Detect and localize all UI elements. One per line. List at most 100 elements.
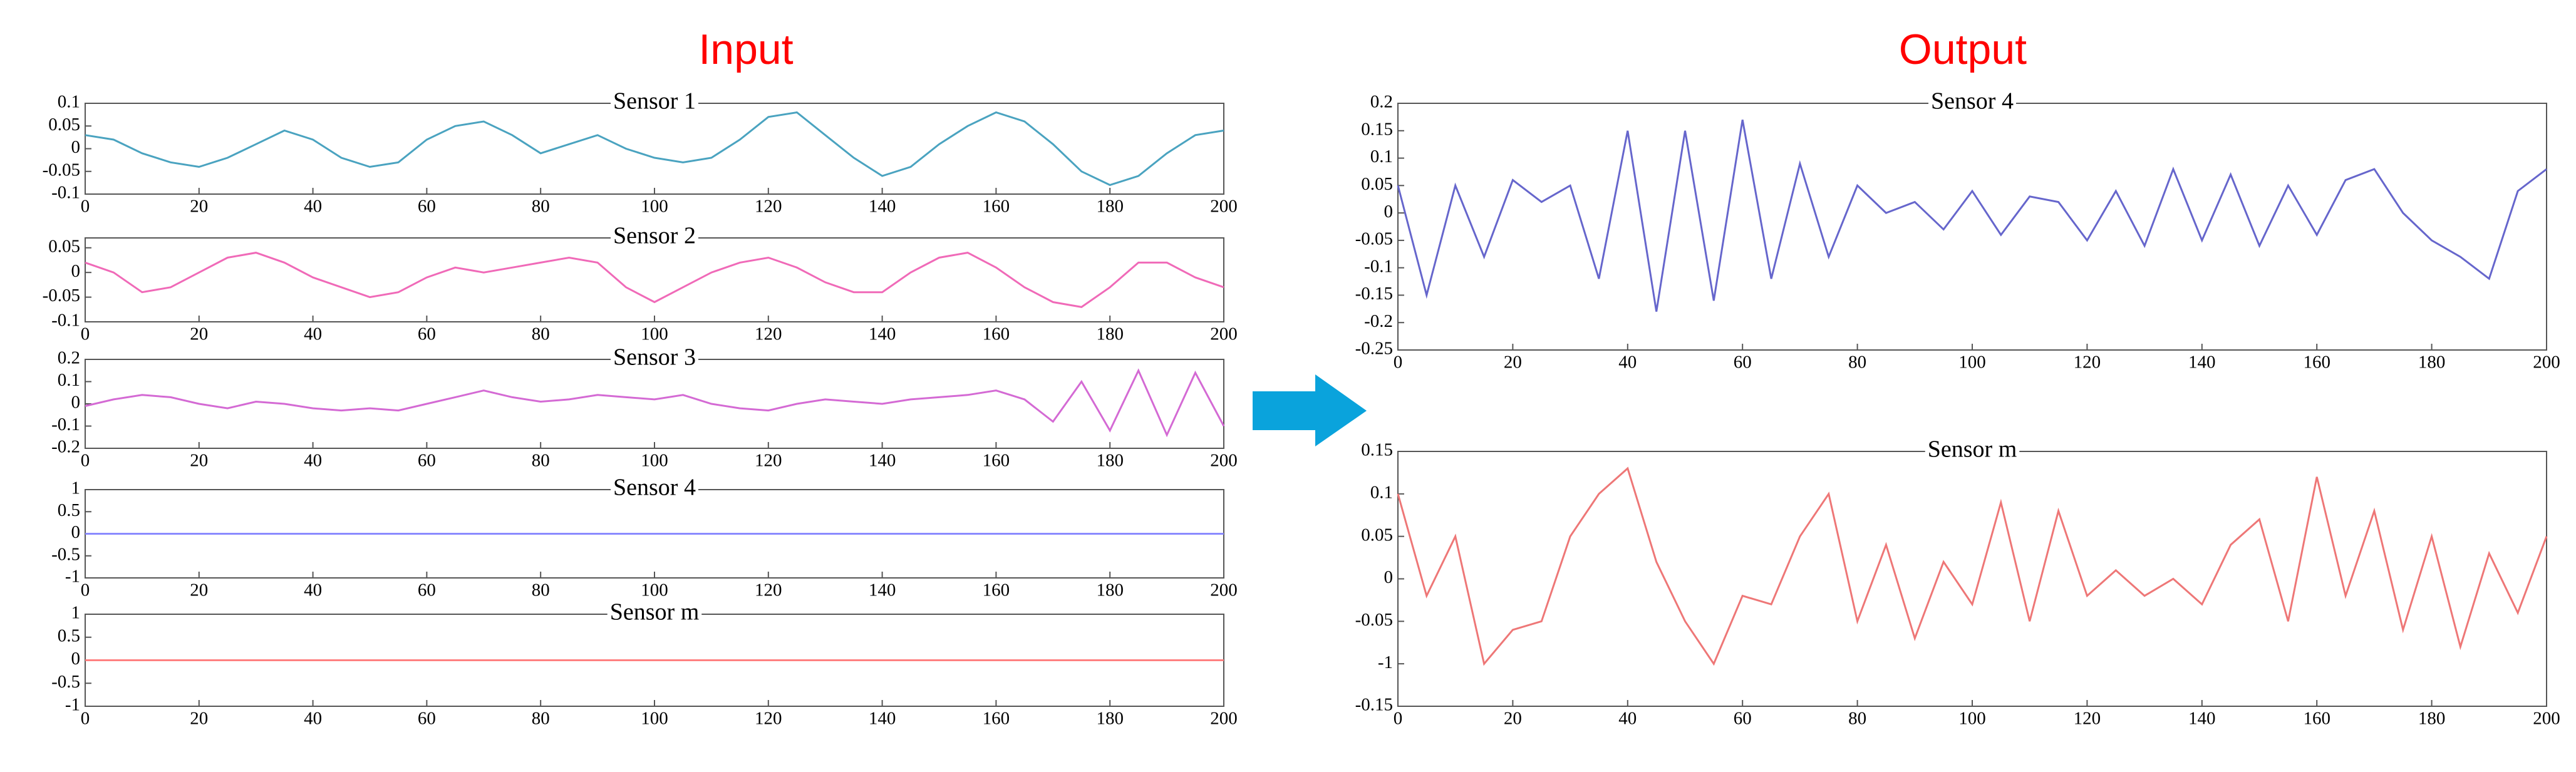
- x-tick-label: 200: [2533, 353, 2560, 373]
- y-tick-label: 0.1: [58, 92, 80, 112]
- chart-title: Sensor 4: [1931, 88, 2014, 115]
- x-tick-label: 120: [755, 709, 782, 729]
- title-background: [611, 88, 698, 115]
- y-tick-label: -1: [1378, 652, 1393, 672]
- signal-line: [85, 368, 1225, 438]
- chart-title: Sensor 1: [613, 88, 696, 115]
- x-tick-label: 40: [1618, 353, 1637, 373]
- title-background: [611, 474, 698, 501]
- title-background: [611, 344, 698, 371]
- x-tick-label: 160: [983, 197, 1010, 217]
- x-tick-label: 160: [2303, 353, 2330, 373]
- input-header: Input: [698, 26, 793, 73]
- y-tick-label: -0.2: [1364, 311, 1393, 331]
- x-tick-label: 200: [1210, 197, 1238, 217]
- x-tick-label: 100: [1958, 353, 1986, 373]
- x-tick-label: 40: [304, 324, 322, 344]
- x-tick-label: 60: [418, 451, 436, 471]
- x-tick-label: 40: [304, 709, 322, 729]
- chart-title: Sensor 4: [613, 475, 696, 501]
- x-tick-label: 120: [755, 451, 782, 471]
- x-tick-label: 0: [81, 580, 90, 600]
- x-tick-label: 160: [983, 709, 1010, 729]
- x-tick-label: 180: [1096, 451, 1124, 471]
- x-tick-label: 120: [755, 197, 782, 217]
- y-tick-label: 1: [71, 603, 81, 623]
- y-tick-label: -0.05: [43, 286, 80, 306]
- y-tick-label: -0.15: [1355, 695, 1393, 715]
- y-tick-label: 0.15: [1361, 440, 1393, 460]
- y-tick-label: 0.05: [48, 236, 80, 256]
- x-tick-label: 160: [983, 580, 1010, 600]
- x-tick-label: 180: [1096, 580, 1124, 600]
- x-tick-label: 200: [1210, 709, 1238, 729]
- y-tick-label: -1: [65, 567, 80, 587]
- title-background: [1928, 88, 2016, 115]
- x-tick-label: 40: [304, 580, 322, 600]
- x-tick-label: 200: [1210, 580, 1238, 600]
- y-tick-label: 0: [71, 393, 81, 413]
- x-tick-label: 60: [1734, 709, 1752, 729]
- x-tick-label: 80: [1848, 709, 1866, 729]
- x-tick-label: 20: [190, 709, 208, 729]
- output-header: Output: [1899, 26, 2027, 73]
- x-tick-label: 160: [983, 451, 1010, 471]
- y-tick-label: -0.1: [51, 311, 80, 331]
- x-tick-label: 180: [2418, 353, 2446, 373]
- x-tick-label: 120: [755, 324, 782, 344]
- x-tick-label: 120: [2074, 709, 2101, 729]
- x-tick-label: 140: [2188, 353, 2216, 373]
- x-tick-label: 100: [641, 197, 668, 217]
- x-tick-label: 180: [2418, 709, 2446, 729]
- x-tick-label: 100: [641, 580, 668, 600]
- x-tick-label: 140: [869, 580, 896, 600]
- chart-title: Sensor 2: [613, 223, 696, 249]
- x-tick-label: 20: [190, 451, 208, 471]
- x-tick-label: 40: [1618, 709, 1637, 729]
- y-tick-label: -0.05: [1355, 229, 1393, 249]
- x-tick-label: 180: [1096, 197, 1124, 217]
- x-tick-label: 160: [983, 324, 1010, 344]
- y-tick-label: 0: [71, 649, 81, 669]
- y-tick-label: -0.05: [1355, 610, 1393, 630]
- x-tick-label: 100: [1958, 709, 1986, 729]
- title-background: [611, 222, 698, 249]
- arrow: [1253, 374, 1367, 446]
- y-tick-label: 0: [71, 137, 81, 157]
- x-tick-label: 40: [304, 197, 322, 217]
- x-tick-label: 160: [2303, 709, 2330, 729]
- x-tick-label: 20: [1504, 353, 1522, 373]
- y-tick-label: -0.1: [51, 183, 80, 203]
- x-tick-label: 140: [869, 709, 896, 729]
- x-tick-label: 200: [1210, 324, 1238, 344]
- x-tick-label: 60: [418, 197, 436, 217]
- x-tick-label: 20: [190, 324, 208, 344]
- x-tick-label: 60: [418, 709, 436, 729]
- y-tick-label: 0.5: [58, 625, 80, 646]
- x-tick-label: 0: [81, 324, 90, 344]
- x-tick-label: 180: [1096, 709, 1124, 729]
- x-tick-label: 100: [641, 451, 668, 471]
- y-tick-label: -0.1: [1364, 256, 1393, 276]
- y-tick-label: -0.25: [1355, 339, 1393, 359]
- x-tick-label: 140: [869, 451, 896, 471]
- x-tick-label: 200: [1210, 451, 1238, 471]
- y-tick-label: -0.5: [51, 672, 80, 692]
- y-tick-label: 0.1: [58, 370, 80, 390]
- x-tick-label: 40: [304, 451, 322, 471]
- x-tick-label: 60: [418, 324, 436, 344]
- x-tick-label: 80: [532, 324, 550, 344]
- y-tick-label: 0.15: [1361, 119, 1393, 139]
- y-tick-label: 0.05: [1361, 174, 1393, 194]
- title-background: [607, 599, 702, 625]
- x-tick-label: 20: [1504, 709, 1522, 729]
- y-tick-label: 0: [71, 522, 81, 542]
- y-tick-label: 0.2: [58, 348, 80, 368]
- y-tick-label: 0.1: [1370, 482, 1393, 502]
- y-tick-label: 0.1: [1370, 147, 1393, 167]
- x-tick-label: 120: [2074, 353, 2101, 373]
- y-tick-label: 1: [71, 478, 81, 498]
- x-tick-label: 80: [532, 580, 550, 600]
- x-tick-label: 120: [755, 580, 782, 600]
